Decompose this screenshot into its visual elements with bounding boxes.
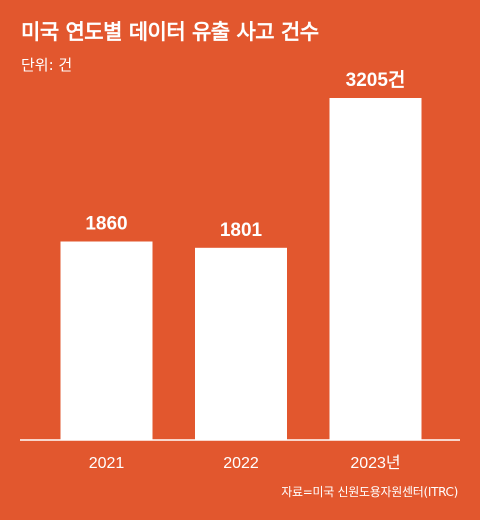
bar-1 (195, 247, 287, 440)
bar-2 (329, 98, 422, 440)
bar-0 (60, 241, 153, 440)
x-tick-label-0: 2021 (89, 455, 125, 472)
chart-title: 미국 연도별 데이터 유출 사고 건수 (21, 20, 319, 44)
value-label-2: 3205건 (346, 69, 406, 91)
x-tick-label-1: 2022 (223, 455, 259, 472)
source-note: 자료=미국 신원도용자원센터(ITRC) (281, 485, 458, 499)
x-tick-label-2: 2023년 (350, 454, 400, 472)
value-label-0: 1860 (85, 214, 127, 235)
unit-label: 단위: 건 (21, 56, 73, 74)
value-label-1: 1801 (220, 220, 263, 241)
